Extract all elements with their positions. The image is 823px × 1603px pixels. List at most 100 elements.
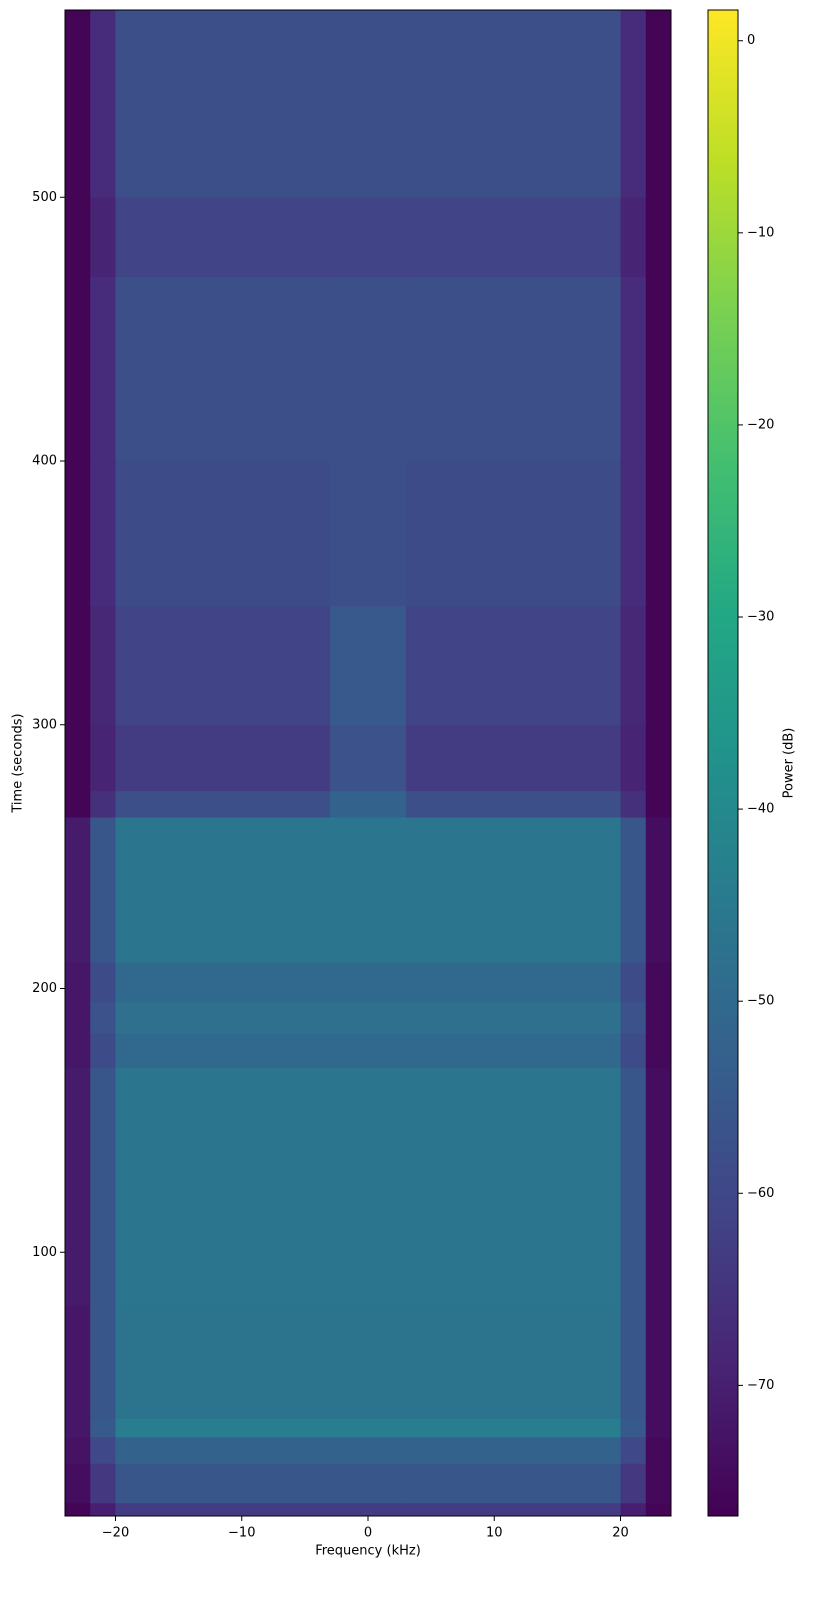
heatmap-cell <box>90 461 116 607</box>
heatmap-cell <box>405 461 621 607</box>
x-tick-label: 0 <box>364 1526 372 1541</box>
heatmap-cell <box>645 790 672 818</box>
heatmap-cell <box>65 1001 91 1034</box>
heatmap-cell <box>620 197 647 277</box>
heatmap-cell <box>115 817 331 963</box>
x-tick-label: 10 <box>486 1526 503 1541</box>
heatmap-cell <box>65 1502 91 1517</box>
heatmap-cell <box>330 197 407 277</box>
heatmap-cell <box>405 1463 621 1504</box>
heatmap-cell <box>90 1067 116 1306</box>
heatmap-cell <box>620 724 647 792</box>
colorbar <box>707 9 739 1517</box>
heatmap-cell <box>115 1502 331 1517</box>
x-tick-label: 20 <box>612 1526 629 1541</box>
heatmap-cell <box>330 724 407 792</box>
heatmap-cell <box>330 790 407 818</box>
heatmap-cell <box>405 1436 621 1464</box>
heatmap-cell <box>620 1436 647 1464</box>
heatmap-cell <box>405 724 621 792</box>
heatmap-cell <box>645 1067 672 1306</box>
heatmap-cell <box>405 1418 621 1438</box>
heatmap-cell <box>645 1502 672 1517</box>
heatmap-cell <box>115 962 331 1003</box>
y-tick-label: 500 <box>32 190 57 205</box>
heatmap-cell <box>90 1463 116 1504</box>
heatmap-cell <box>65 1436 91 1464</box>
heatmap-cell <box>90 1001 116 1034</box>
heatmap-cell <box>330 817 407 963</box>
heatmap-cell <box>330 1001 407 1034</box>
heatmap-cell <box>330 1463 407 1504</box>
heatmap-cell <box>405 276 621 462</box>
heatmap-cell <box>330 461 407 607</box>
heatmap-cell <box>65 10 91 198</box>
heatmap-cell <box>90 790 116 818</box>
heatmap-cell <box>115 606 331 726</box>
heatmap-cell <box>65 1067 91 1306</box>
heatmap-cell <box>115 1067 331 1306</box>
heatmap-cell <box>645 10 672 198</box>
heatmap-cell <box>115 461 331 607</box>
heatmap-cell <box>645 197 672 277</box>
heatmap-cell <box>65 962 91 1003</box>
heatmap-cell <box>330 606 407 726</box>
heatmap-cell <box>620 1067 647 1306</box>
heatmap-cell <box>115 197 331 277</box>
heatmap-cell <box>90 1033 116 1069</box>
heatmap-cell <box>90 10 116 198</box>
heatmap-cell <box>405 1305 621 1419</box>
colorbar-tick-label: −50 <box>747 994 774 1009</box>
colorbar-tick-label: −60 <box>747 1186 774 1201</box>
heatmap-cell <box>645 461 672 607</box>
heatmap-cell <box>90 606 116 726</box>
y-axis-label: Time (seconds) <box>11 713 26 813</box>
heatmap-cell <box>330 1436 407 1464</box>
heatmap-cell <box>645 1436 672 1464</box>
heatmap-cell <box>645 724 672 792</box>
y-tick-label: 100 <box>32 1245 57 1260</box>
heatmap-cell <box>620 1033 647 1069</box>
heatmap-cell <box>65 817 91 963</box>
heatmap-cell <box>645 606 672 726</box>
heatmap-cell <box>90 1305 116 1419</box>
heatmap-cell <box>115 1305 331 1419</box>
heatmap-cell <box>330 1305 407 1419</box>
heatmap-cell <box>65 461 91 607</box>
heatmap-cell <box>330 962 407 1003</box>
heatmap-cell <box>645 1033 672 1069</box>
heatmap-cell <box>645 962 672 1003</box>
colorbar-tick-label: −70 <box>747 1378 774 1393</box>
heatmap-cell <box>405 606 621 726</box>
heatmap-cell <box>645 1418 672 1438</box>
heatmap-cell <box>330 276 407 462</box>
heatmap-cell <box>115 1436 331 1464</box>
heatmap-cell <box>65 606 91 726</box>
heatmap-cell <box>620 1463 647 1504</box>
heatmap-cell <box>115 10 331 198</box>
heatmap-cell <box>330 1067 407 1306</box>
colorbar-tick-label: −10 <box>747 225 774 240</box>
heatmap-cell <box>65 1033 91 1069</box>
heatmap-cell <box>405 962 621 1003</box>
heatmap-cell <box>90 962 116 1003</box>
heatmap-cell <box>65 1305 91 1419</box>
heatmap-cell <box>115 1463 331 1504</box>
heatmap-cell <box>65 276 91 462</box>
heatmap-cell <box>115 1001 331 1034</box>
heatmap-cell <box>645 276 672 462</box>
colorbar-label: Power (dB) <box>782 728 797 799</box>
y-tick-label: 200 <box>32 981 57 996</box>
y-tick-label: 400 <box>32 454 57 469</box>
x-tick-label: −10 <box>228 1526 255 1541</box>
heatmap-cell <box>65 197 91 277</box>
heatmap-cell <box>90 197 116 277</box>
x-axis-label: Frequency (kHz) <box>315 1544 421 1559</box>
heatmap-cell <box>90 1418 116 1438</box>
heatmap-cell <box>620 276 647 462</box>
heatmap-cell <box>645 817 672 963</box>
heatmap-cell <box>115 1418 331 1438</box>
heatmap-cell <box>65 1418 91 1438</box>
heatmap-cell <box>405 1001 621 1034</box>
